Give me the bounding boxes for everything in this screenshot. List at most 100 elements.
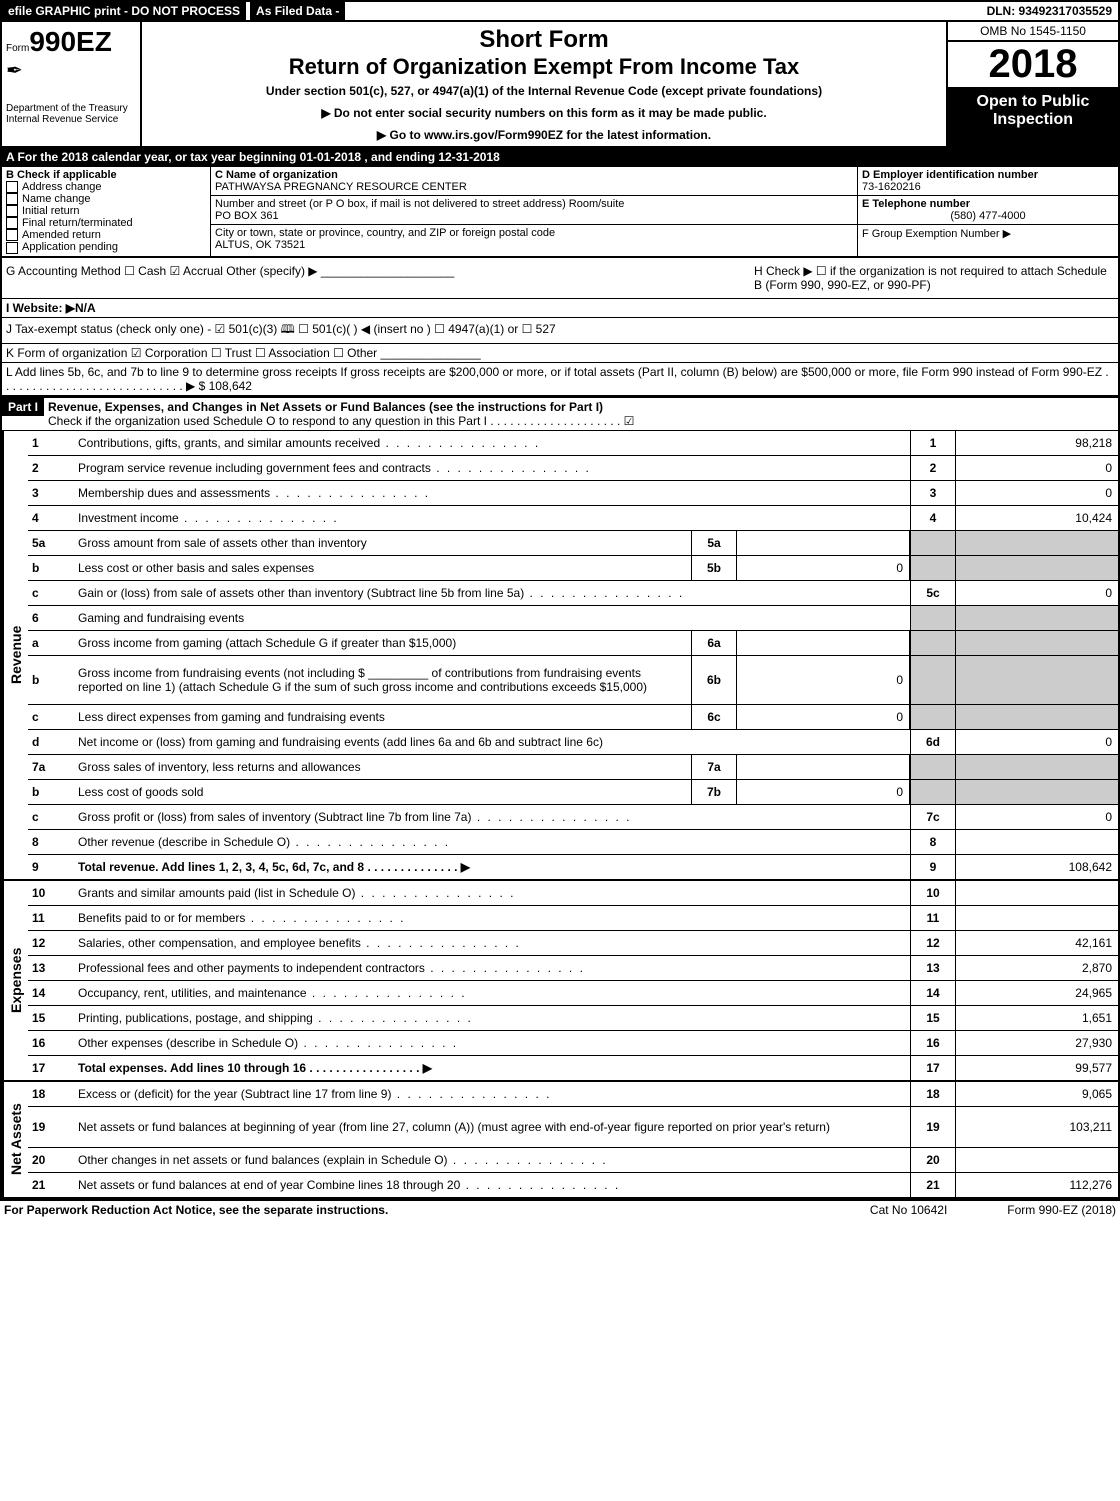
line-3-val: 0 [956, 481, 1118, 505]
section-bcde: B Check if applicable Address change Nam… [2, 167, 1118, 258]
line-7c-val: 0 [956, 805, 1118, 829]
line-1-num: 1 [910, 431, 956, 455]
part-i-subtitle: Check if the organization used Schedule … [48, 414, 634, 428]
line-17-val: 99,577 [956, 1056, 1118, 1080]
line-7a-desc: Gross sales of inventory, less returns a… [74, 758, 691, 776]
line-16-desc: Other expenses (describe in Schedule O) [74, 1034, 910, 1052]
line-17-num: 17 [910, 1056, 956, 1080]
checkbox-initial-return[interactable] [6, 205, 18, 217]
row-a-tax-year: A For the 2018 calendar year, or tax yea… [2, 148, 1118, 167]
header-row: Form990EZ ✒ Department of the Treasury I… [2, 22, 1118, 148]
label-initial-return: Initial return [22, 205, 79, 217]
line-6d-num: 6d [910, 730, 956, 754]
line-14-desc: Occupancy, rent, utilities, and maintena… [74, 984, 910, 1002]
line-7a-sv [737, 755, 910, 779]
line-13-desc: Professional fees and other payments to … [74, 959, 910, 977]
line-19-num: 19 [910, 1107, 956, 1147]
line-15-desc: Printing, publications, postage, and shi… [74, 1009, 910, 1027]
label-address-change: Address change [22, 181, 102, 193]
line-20-num: 20 [910, 1148, 956, 1172]
line-14-num: 14 [910, 981, 956, 1005]
section-c-org-info: C Name of organization PATHWAYSA PREGNAN… [211, 167, 858, 256]
line-11-desc: Benefits paid to or for members [74, 909, 910, 927]
header-center: Short Form Return of Organization Exempt… [142, 22, 946, 146]
netassets-table: Net Assets 18Excess or (deficit) for the… [2, 1082, 1118, 1199]
row-k-form-org: K Form of organization ☑ Corporation ☐ T… [2, 344, 1118, 363]
main-title: Return of Organization Exempt From Incom… [148, 54, 940, 80]
line-16-num: 16 [910, 1031, 956, 1055]
line-7c-desc: Gross profit or (loss) from sales of inv… [74, 808, 910, 826]
line-5a-sn: 5a [691, 531, 737, 555]
topbar: efile GRAPHIC print - DO NOT PROCESS As … [2, 2, 1118, 22]
line-6c-desc: Less direct expenses from gaming and fun… [74, 708, 691, 726]
label-name-change: Name change [22, 193, 91, 205]
line-7c-num: 7c [910, 805, 956, 829]
line-14-val: 24,965 [956, 981, 1118, 1005]
line-18-desc: Excess or (deficit) for the year (Subtra… [74, 1085, 910, 1103]
org-name-value: PATHWAYSA PREGNANCY RESOURCE CENTER [215, 181, 853, 193]
line-12-val: 42,161 [956, 931, 1118, 955]
line-9-val: 108,642 [956, 855, 1118, 879]
section-b-checkboxes: B Check if applicable Address change Nam… [2, 167, 211, 256]
subtitle-3: ▶ Go to www.irs.gov/Form990EZ for the la… [148, 128, 940, 142]
subtitle-1: Under section 501(c), 527, or 4947(a)(1)… [148, 84, 940, 98]
phone-label: E Telephone number [862, 198, 1114, 210]
line-2-desc: Program service revenue including govern… [74, 459, 910, 477]
org-name-label: C Name of organization [215, 169, 853, 181]
line-17-desc: Total expenses. Add lines 10 through 16 … [74, 1059, 910, 1077]
line-2-val: 0 [956, 456, 1118, 480]
checkbox-application-pending[interactable] [6, 242, 18, 254]
part-i-label: Part I [2, 398, 44, 416]
line-1-desc: Contributions, gifts, grants, and simila… [74, 434, 910, 452]
line-8-desc: Other revenue (describe in Schedule O) [74, 833, 910, 851]
line-9-desc: Total revenue. Add lines 1, 2, 3, 4, 5c,… [74, 858, 910, 876]
street-label: Number and street (or P O box, if mail i… [215, 198, 853, 210]
line-15-num: 15 [910, 1006, 956, 1030]
line-12-desc: Salaries, other compensation, and employ… [74, 934, 910, 952]
line-6-desc: Gaming and fundraising events [74, 609, 910, 627]
short-form-title: Short Form [148, 26, 940, 54]
line-1-val: 98,218 [956, 431, 1118, 455]
line-6c-sv: 0 [737, 705, 910, 729]
part-i-header: Part I Revenue, Expenses, and Changes in… [2, 396, 1118, 431]
line-21-desc: Net assets or fund balances at end of ye… [74, 1176, 910, 1194]
line-7b-sn: 7b [691, 780, 737, 804]
tax-year: 2018 [948, 42, 1118, 89]
netassets-side-label: Net Assets [2, 1082, 28, 1197]
checkbox-amended-return[interactable] [6, 229, 18, 241]
line-9-num: 9 [910, 855, 956, 879]
section-b-label: B Check if applicable [6, 169, 206, 181]
checkbox-final-return[interactable] [6, 217, 18, 229]
line-6b-sn: 6b [691, 656, 737, 704]
dln-label: DLN: 93492317035529 [981, 2, 1118, 20]
row-gh: G Accounting Method ☐ Cash ☑ Accrual Oth… [2, 258, 1118, 299]
subtitle-2: ▶ Do not enter social security numbers o… [148, 106, 940, 120]
label-final-return: Final return/terminated [22, 217, 133, 229]
line-5a-sv [737, 531, 910, 555]
checkbox-address-change[interactable] [6, 181, 18, 193]
irs-label: Internal Revenue Service [6, 114, 136, 125]
checkbox-name-change[interactable] [6, 193, 18, 205]
line-19-desc: Net assets or fund balances at beginning… [74, 1118, 910, 1136]
line-11-val [956, 906, 1118, 930]
line-15-val: 1,651 [956, 1006, 1118, 1030]
line-20-val [956, 1148, 1118, 1172]
form-number: 990EZ [29, 26, 112, 57]
line-4-desc: Investment income [74, 509, 910, 527]
line-8-val [956, 830, 1118, 854]
line-6b-sv: 0 [737, 656, 910, 704]
label-application-pending: Application pending [22, 241, 118, 253]
line-7b-desc: Less cost of goods sold [74, 783, 691, 801]
line-6c-sn: 6c [691, 705, 737, 729]
footer-form-id: Form 990-EZ (2018) [1007, 1203, 1116, 1217]
line-8-num: 8 [910, 830, 956, 854]
line-5b-sv: 0 [737, 556, 910, 580]
line-13-val: 2,870 [956, 956, 1118, 980]
line-5b-sn: 5b [691, 556, 737, 580]
line-12-num: 12 [910, 931, 956, 955]
line-10-val [956, 881, 1118, 905]
line-4-num: 4 [910, 506, 956, 530]
line-21-num: 21 [910, 1173, 956, 1197]
line-7a-sn: 7a [691, 755, 737, 779]
footer-paperwork: For Paperwork Reduction Act Notice, see … [4, 1203, 388, 1217]
